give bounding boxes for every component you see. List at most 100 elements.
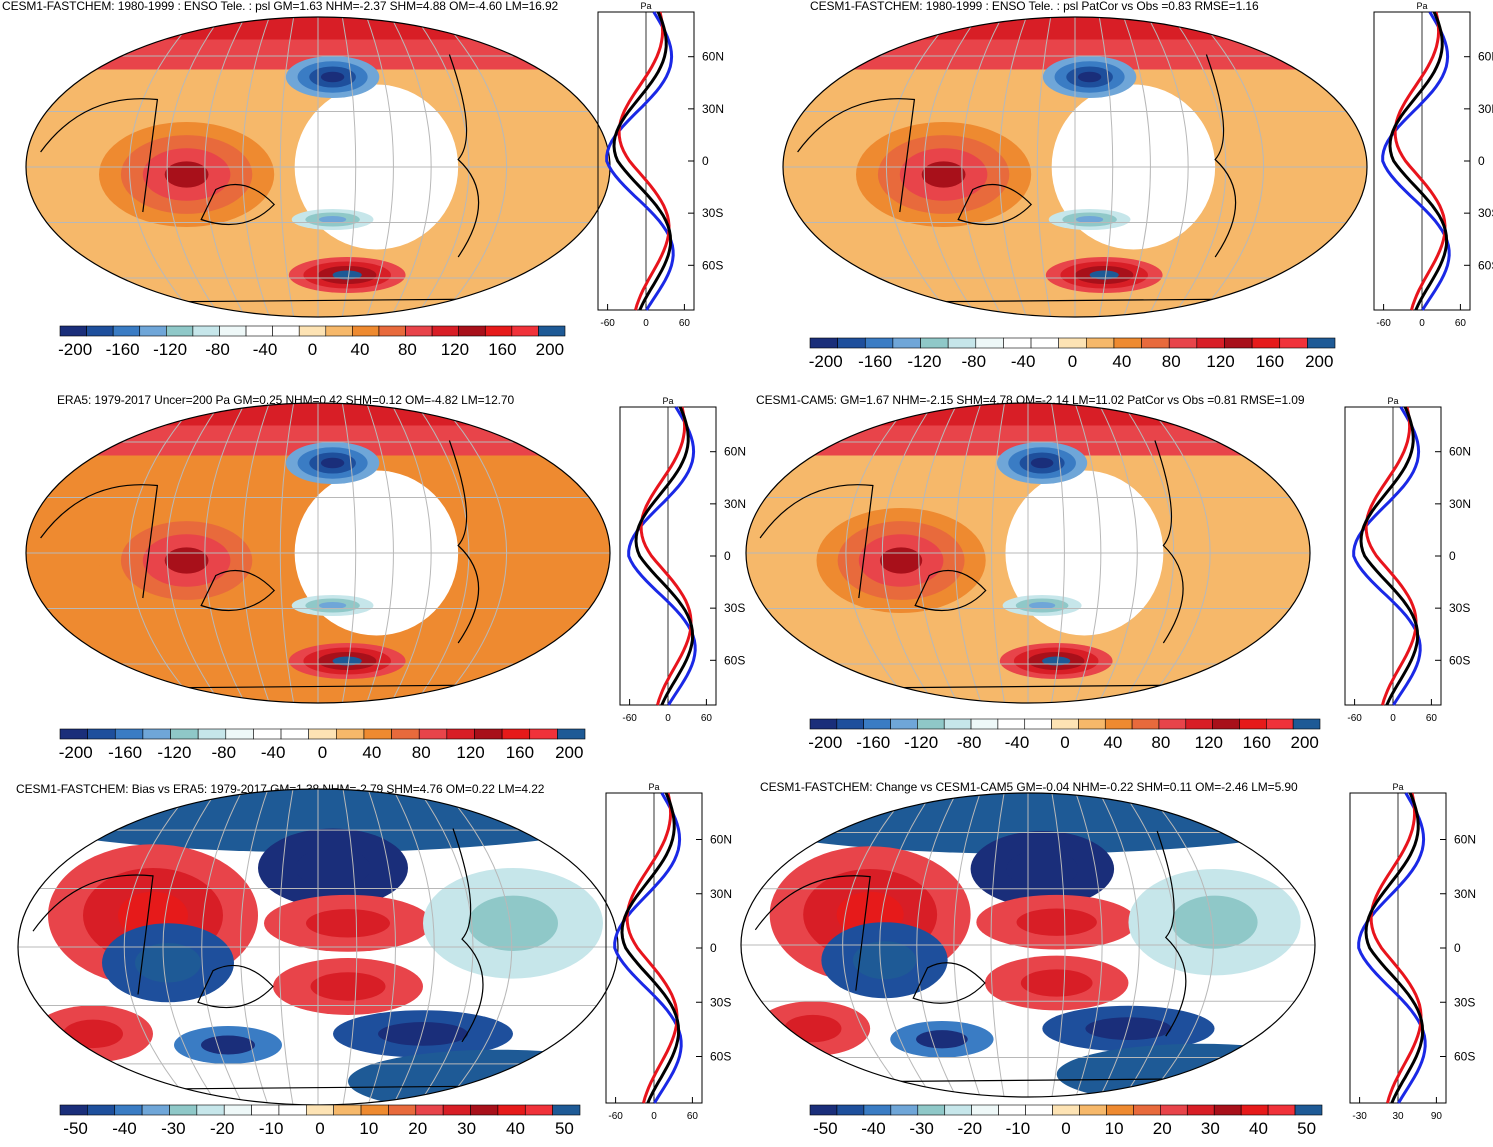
colorbar-label: -10 bbox=[259, 1119, 284, 1138]
southern-neg bbox=[1028, 602, 1056, 609]
longitude-line bbox=[879, 793, 933, 1097]
longitude-line bbox=[442, 789, 513, 1105]
longitude-line bbox=[341, 17, 357, 317]
colorbar-label: -200 bbox=[808, 733, 842, 752]
profile-lat-label: 60N bbox=[1449, 445, 1471, 459]
colorbar-swatch bbox=[225, 728, 254, 740]
longitude-line bbox=[842, 793, 909, 1097]
longitude-line bbox=[1171, 17, 1227, 317]
colorbar-swatch bbox=[1141, 337, 1170, 349]
longitude-line bbox=[279, 17, 295, 317]
colorbar-swatch bbox=[192, 325, 220, 337]
bias-region bbox=[916, 1030, 968, 1049]
colorbar-swatch bbox=[325, 325, 353, 337]
profile-obs-curve bbox=[605, 11, 675, 311]
coastlines bbox=[40, 54, 494, 303]
antarctica-coast bbox=[142, 684, 494, 689]
longitude-line bbox=[123, 789, 194, 1105]
antarctica-coast bbox=[855, 1078, 1201, 1083]
colorbar-label: -120 bbox=[907, 352, 941, 371]
profile-obs-curve bbox=[1357, 792, 1427, 1104]
colorbar-label: 40 bbox=[506, 1119, 525, 1138]
colorbar-swatch bbox=[114, 728, 144, 740]
colorbar-swatch bbox=[1052, 1104, 1080, 1116]
colorbar-swatch bbox=[142, 728, 171, 740]
longitude-line bbox=[439, 17, 508, 317]
colorbar-swatch bbox=[278, 1104, 307, 1116]
warm-anomaly bbox=[164, 547, 209, 574]
colorbar-label: -120 bbox=[904, 733, 938, 752]
colorbar-swatch bbox=[169, 1104, 198, 1116]
profile-x-label: 60 bbox=[701, 713, 713, 724]
colorbar-swatch bbox=[1160, 1104, 1188, 1116]
profile-lat-label: 30N bbox=[1454, 887, 1476, 901]
panel-title: CESM1-CAM5: GM=1.67 NHM=-2.15 SHM=4.78 O… bbox=[756, 393, 1305, 407]
colorbar-label: -80 bbox=[957, 733, 982, 752]
colorbar-label: 120 bbox=[441, 340, 469, 359]
colorbar-label: -40 bbox=[1005, 733, 1030, 752]
colorbar-swatch bbox=[388, 1104, 417, 1116]
longitude-line bbox=[991, 403, 1005, 703]
longitude-line bbox=[417, 789, 474, 1105]
profile-x-label: 0 bbox=[1390, 713, 1396, 724]
colorbar-label: 200 bbox=[555, 743, 583, 762]
graticule bbox=[18, 789, 618, 1105]
southern-anomaly bbox=[1042, 656, 1071, 666]
map-and-profile: Pa 60N 30N 0 30S 60S -60 0 60 -200 -160 -120 -80 -40 0… bbox=[745, 396, 1471, 752]
colorbar-label: 10 bbox=[1105, 1119, 1124, 1138]
colorbar-label: -160 bbox=[108, 743, 142, 762]
longitude-line bbox=[881, 403, 935, 703]
colorbar-label: 80 bbox=[1151, 733, 1170, 752]
colorbar-swatch bbox=[86, 325, 114, 337]
panel-title: CESM1-FASTCHEM: 1980-1999 : ENSO Tele. :… bbox=[2, 0, 559, 13]
colorbar-swatch bbox=[1113, 337, 1142, 349]
colorbar-swatch bbox=[1267, 1104, 1296, 1116]
colorbar-swatch bbox=[470, 1104, 499, 1116]
map-outline bbox=[25, 402, 611, 704]
colorbar-swatch bbox=[1185, 718, 1213, 730]
longitude-line bbox=[204, 17, 246, 317]
colorbar-label: -40 bbox=[261, 743, 286, 762]
longitude-line bbox=[1196, 17, 1265, 317]
longitude-line bbox=[1036, 17, 1052, 317]
longitude-line bbox=[367, 789, 396, 1105]
profile-model-curve bbox=[1364, 406, 1418, 706]
colorbar-label: -80 bbox=[962, 352, 987, 371]
colorbar-swatch bbox=[997, 718, 1026, 730]
colorbar-label: 80 bbox=[1162, 352, 1181, 371]
bias-region bbox=[468, 895, 558, 951]
coastlines bbox=[797, 54, 1251, 303]
map-and-profile: Pa 60N 30N 0 30S 60S -60 0 60 -200 -160 -120 -80 -40 0… bbox=[782, 1, 1493, 371]
colorbar-label: 0 bbox=[1061, 1119, 1070, 1138]
longitude-line bbox=[392, 789, 435, 1105]
panel-p2: CESM1-FASTCHEM: 1980-1999 : ENSO Tele. :… bbox=[760, 0, 1493, 375]
australia-coast bbox=[914, 569, 987, 612]
colorbar-swatch bbox=[944, 1104, 972, 1116]
profile-lat-label: 30S bbox=[1478, 206, 1493, 220]
longitude-line bbox=[439, 403, 508, 703]
profile-lat-label: 30S bbox=[724, 601, 745, 615]
colorbar-label: 200 bbox=[1305, 352, 1333, 371]
profile-x-label: 0 bbox=[651, 1111, 657, 1122]
colorbar-swatch bbox=[1051, 718, 1079, 730]
profile-x-label: 60 bbox=[1455, 318, 1467, 329]
colorbar-label: -30 bbox=[161, 1119, 186, 1138]
map-field bbox=[746, 403, 1310, 703]
profile-lat-label: 60N bbox=[702, 50, 724, 64]
colorbar-label: -160 bbox=[858, 352, 892, 371]
profile-lat-label: 60S bbox=[702, 258, 723, 272]
bias-region bbox=[306, 909, 390, 938]
panel-title: ERA5: 1979-2017 Uncer=200 Pa GM=0.25 NHM… bbox=[57, 393, 515, 407]
profile-lat-label: 0 bbox=[1454, 941, 1461, 955]
colorbar-swatch bbox=[538, 325, 566, 337]
colorbar-swatch bbox=[864, 337, 894, 349]
colorbar-label: 120 bbox=[1195, 733, 1223, 752]
colorbar-label: -120 bbox=[157, 743, 191, 762]
colorbar-label: -40 bbox=[112, 1119, 137, 1138]
map-and-profile: Pa 60N 30N 0 30S 60S -60 0 60 -200 -160 -120 -80 -40 0… bbox=[25, 1, 724, 359]
profile-lat-label: 60S bbox=[1478, 258, 1493, 272]
australia-coast bbox=[957, 183, 1033, 226]
graticule bbox=[26, 17, 610, 317]
longitude-line bbox=[1147, 17, 1189, 317]
colorbar-swatch bbox=[1168, 337, 1198, 349]
